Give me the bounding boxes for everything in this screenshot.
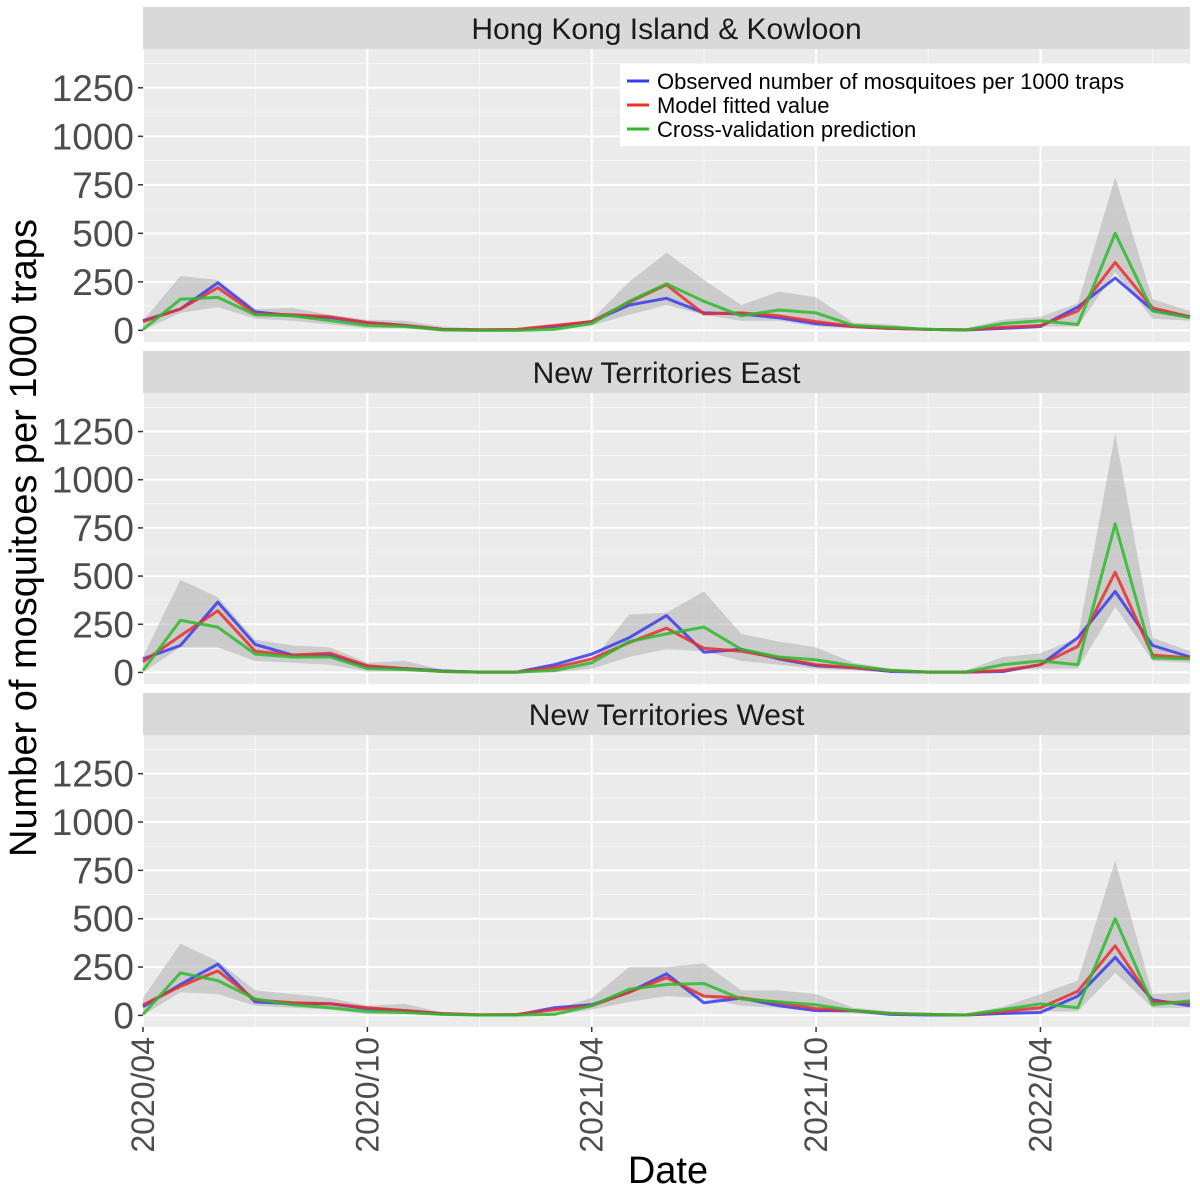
y-tick-label: 1250 bbox=[52, 68, 134, 109]
y-tick-label: 1250 bbox=[52, 412, 134, 453]
x-tick-label: 2020/10 bbox=[349, 1037, 385, 1153]
facet-title: Hong Kong Island & Kowloon bbox=[471, 13, 861, 46]
y-tick-label: 0 bbox=[113, 310, 134, 351]
x-axis-ticks: 2020/04 2020/10 2021/04 2021/10 2022/04 bbox=[125, 1027, 1058, 1153]
facet-panel: New Territories East 0 250 500 750 1000 1250 bbox=[52, 351, 1191, 693]
facet-strip bbox=[143, 351, 1190, 393]
y-tick-label: 1000 bbox=[52, 116, 134, 157]
series-line bbox=[142, 944, 1191, 1017]
x-tick-label: 2021/04 bbox=[574, 1037, 610, 1153]
panels-layer: Hong Kong Island & Kowloon 0 250 500 750 1000… bbox=[52, 7, 1191, 1036]
y-axis-title: Number of mosquitoes per 1000 traps bbox=[3, 219, 45, 857]
x-axis-title: Date bbox=[628, 1150, 708, 1192]
legend-label: Observed number of mosquitoes per 1000 t… bbox=[657, 69, 1124, 94]
y-tick-label: 0 bbox=[113, 652, 134, 693]
legend-box bbox=[620, 64, 1190, 146]
legend-label: Model fitted value bbox=[657, 93, 829, 118]
x-tick-label: 2020/04 bbox=[125, 1037, 161, 1153]
facet-strip bbox=[143, 7, 1190, 49]
facet-panel: New Territories West 0 250 500 750 1000 1250 bbox=[52, 693, 1191, 1036]
y-tick-label: 1000 bbox=[52, 802, 134, 843]
x-tick-label: 2022/04 bbox=[1022, 1037, 1058, 1153]
series-line bbox=[142, 231, 1191, 332]
series-line bbox=[141, 917, 1191, 1017]
x-tick-label: 2021/10 bbox=[798, 1037, 834, 1153]
legend: Observed number of mosquitoes per 1000 t… bbox=[620, 64, 1190, 146]
legend-label: Cross-validation prediction bbox=[657, 117, 916, 142]
y-tick-label: 1250 bbox=[52, 754, 134, 795]
series-line bbox=[141, 522, 1191, 674]
y-tick-label: 750 bbox=[72, 508, 134, 549]
y-tick-label: 750 bbox=[72, 165, 134, 206]
y-tick-label: 750 bbox=[72, 850, 134, 891]
y-tick-label: 500 bbox=[72, 213, 134, 254]
facet-strip bbox=[143, 693, 1190, 735]
prediction-interval-band bbox=[143, 177, 1190, 331]
y-tick-label: 500 bbox=[72, 899, 134, 940]
y-tick-label: 250 bbox=[72, 947, 134, 988]
y-tick-label: 250 bbox=[72, 262, 134, 303]
y-tick-label: 250 bbox=[72, 604, 134, 645]
y-tick-label: 0 bbox=[113, 995, 134, 1036]
y-tick-label: 500 bbox=[72, 556, 134, 597]
facet-panel: Hong Kong Island & Kowloon 0 250 500 750 1000… bbox=[52, 7, 1191, 351]
series-line bbox=[142, 570, 1191, 674]
y-tick-label: 1000 bbox=[52, 460, 134, 501]
facet-title: New Territories West bbox=[529, 699, 805, 732]
facet-title: New Territories East bbox=[533, 357, 802, 390]
